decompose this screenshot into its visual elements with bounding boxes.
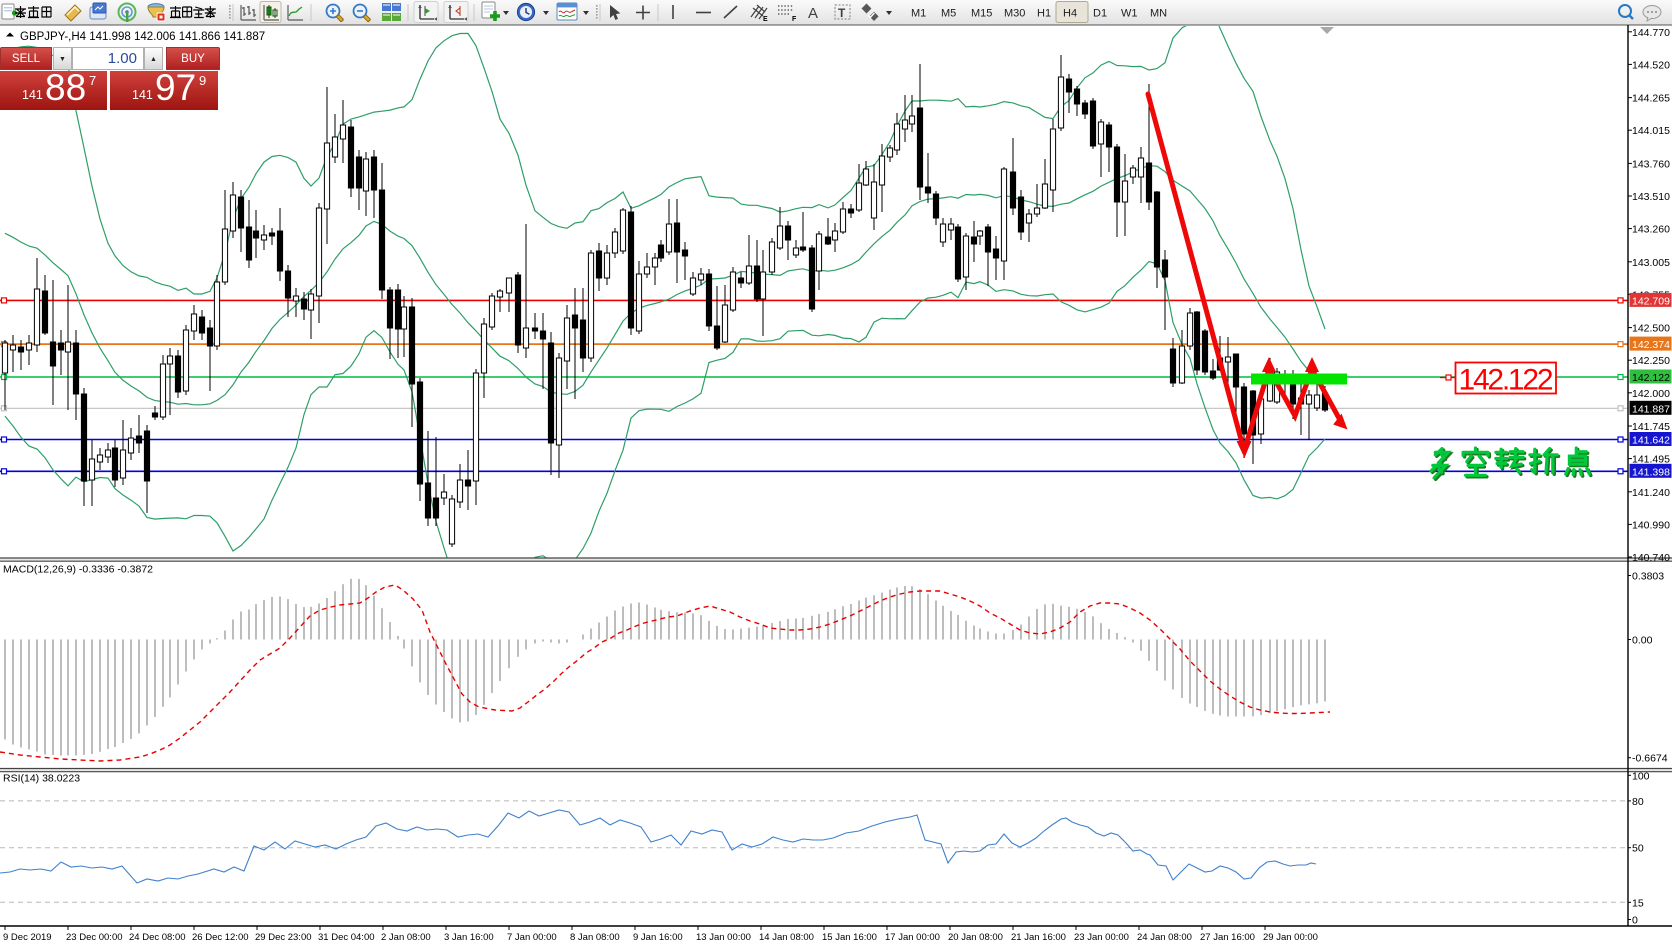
svg-text:0: 0 <box>1632 915 1638 927</box>
svg-text:A: A <box>808 5 818 22</box>
svg-text:27 Jan 16:00: 27 Jan 16:00 <box>1200 932 1255 943</box>
svg-text:M5: M5 <box>941 8 956 20</box>
svg-text:21 Jan 16:00: 21 Jan 16:00 <box>1011 932 1066 943</box>
svg-text:26 Dec 12:00: 26 Dec 12:00 <box>192 932 249 943</box>
svg-text:M30: M30 <box>1004 8 1025 20</box>
svg-text:143.760: 143.760 <box>1632 158 1670 170</box>
svg-text:3 Jan 16:00: 3 Jan 16:00 <box>444 932 494 943</box>
svg-text:142.250: 142.250 <box>1632 355 1670 367</box>
svg-text:50: 50 <box>1632 843 1644 855</box>
svg-text:31 Dec 04:00: 31 Dec 04:00 <box>318 932 375 943</box>
svg-text:143.005: 143.005 <box>1632 257 1670 269</box>
svg-text:140.990: 140.990 <box>1632 519 1670 531</box>
svg-text:141.240: 141.240 <box>1632 487 1670 499</box>
svg-text:144.770: 144.770 <box>1632 27 1670 39</box>
svg-text:140.740: 140.740 <box>1632 552 1670 564</box>
svg-text:24 Jan 08:00: 24 Jan 08:00 <box>1137 932 1192 943</box>
svg-text:M15: M15 <box>971 8 992 20</box>
svg-text:0.3803: 0.3803 <box>1632 571 1664 583</box>
svg-text:D1: D1 <box>1093 8 1107 20</box>
svg-text:9 Jan 16:00: 9 Jan 16:00 <box>633 932 683 943</box>
svg-text:143.510: 143.510 <box>1632 191 1670 203</box>
svg-text:144.520: 144.520 <box>1632 59 1670 71</box>
svg-text:143.260: 143.260 <box>1632 224 1670 236</box>
svg-text:13 Jan 00:00: 13 Jan 00:00 <box>696 932 751 943</box>
svg-text:T: T <box>838 6 846 20</box>
svg-text:141.887: 141.887 <box>1632 403 1670 415</box>
svg-text:144.015: 144.015 <box>1632 125 1670 137</box>
svg-text:W1: W1 <box>1121 8 1138 20</box>
svg-text:15: 15 <box>1632 897 1644 909</box>
svg-text:29 Jan 00:00: 29 Jan 00:00 <box>1263 932 1318 943</box>
svg-text:8 Jan 08:00: 8 Jan 08:00 <box>570 932 620 943</box>
svg-text:GBPJPY-,H4 141.998 142.006 14: GBPJPY-,H4 141.998 142.006 141.866 141.8… <box>20 31 265 43</box>
svg-text:142.000: 142.000 <box>1632 388 1670 400</box>
svg-text:23 Dec 00:00: 23 Dec 00:00 <box>66 932 123 943</box>
svg-text:142.709: 142.709 <box>1632 295 1670 307</box>
svg-text:29 Dec 23:00: 29 Dec 23:00 <box>255 932 312 943</box>
svg-text:144.265: 144.265 <box>1632 93 1670 105</box>
svg-text:141.642: 141.642 <box>1632 435 1670 447</box>
svg-text:MACD(12,26,9) -0.3336 -0.3872: MACD(12,26,9) -0.3336 -0.3872 <box>3 564 153 576</box>
svg-text:142.122: 142.122 <box>1459 364 1554 397</box>
svg-text:142.374: 142.374 <box>1632 339 1670 351</box>
svg-text:141.495: 141.495 <box>1632 454 1670 466</box>
svg-text:9 Dec 2019: 9 Dec 2019 <box>3 932 52 943</box>
svg-text:17 Jan 00:00: 17 Jan 00:00 <box>885 932 940 943</box>
svg-text:80: 80 <box>1632 796 1644 808</box>
svg-text:E: E <box>763 16 768 23</box>
svg-text:142.122: 142.122 <box>1632 372 1670 384</box>
svg-text:MN: MN <box>1150 8 1167 20</box>
svg-text:F: F <box>792 16 797 23</box>
svg-text:H1: H1 <box>1037 8 1051 20</box>
svg-text:7 Jan 00:00: 7 Jan 00:00 <box>507 932 557 943</box>
svg-text:23 Jan 00:00: 23 Jan 00:00 <box>1074 932 1129 943</box>
svg-text:-0.6674: -0.6674 <box>1632 753 1668 765</box>
svg-text:24 Dec 08:00: 24 Dec 08:00 <box>129 932 186 943</box>
svg-text:100: 100 <box>1632 770 1650 782</box>
svg-text:M1: M1 <box>911 8 926 20</box>
svg-text:H4: H4 <box>1063 8 1077 20</box>
svg-text:14 Jan 08:00: 14 Jan 08:00 <box>759 932 814 943</box>
svg-text:2 Jan 08:00: 2 Jan 08:00 <box>381 932 431 943</box>
svg-text:141.745: 141.745 <box>1632 421 1670 433</box>
svg-text:142.500: 142.500 <box>1632 323 1670 335</box>
svg-text:15 Jan 16:00: 15 Jan 16:00 <box>822 932 877 943</box>
svg-text:141.398: 141.398 <box>1632 466 1670 478</box>
svg-text:20 Jan 08:00: 20 Jan 08:00 <box>948 932 1003 943</box>
svg-text:0.00: 0.00 <box>1632 635 1653 647</box>
svg-text:RSI(14) 38.0223: RSI(14) 38.0223 <box>3 773 80 785</box>
